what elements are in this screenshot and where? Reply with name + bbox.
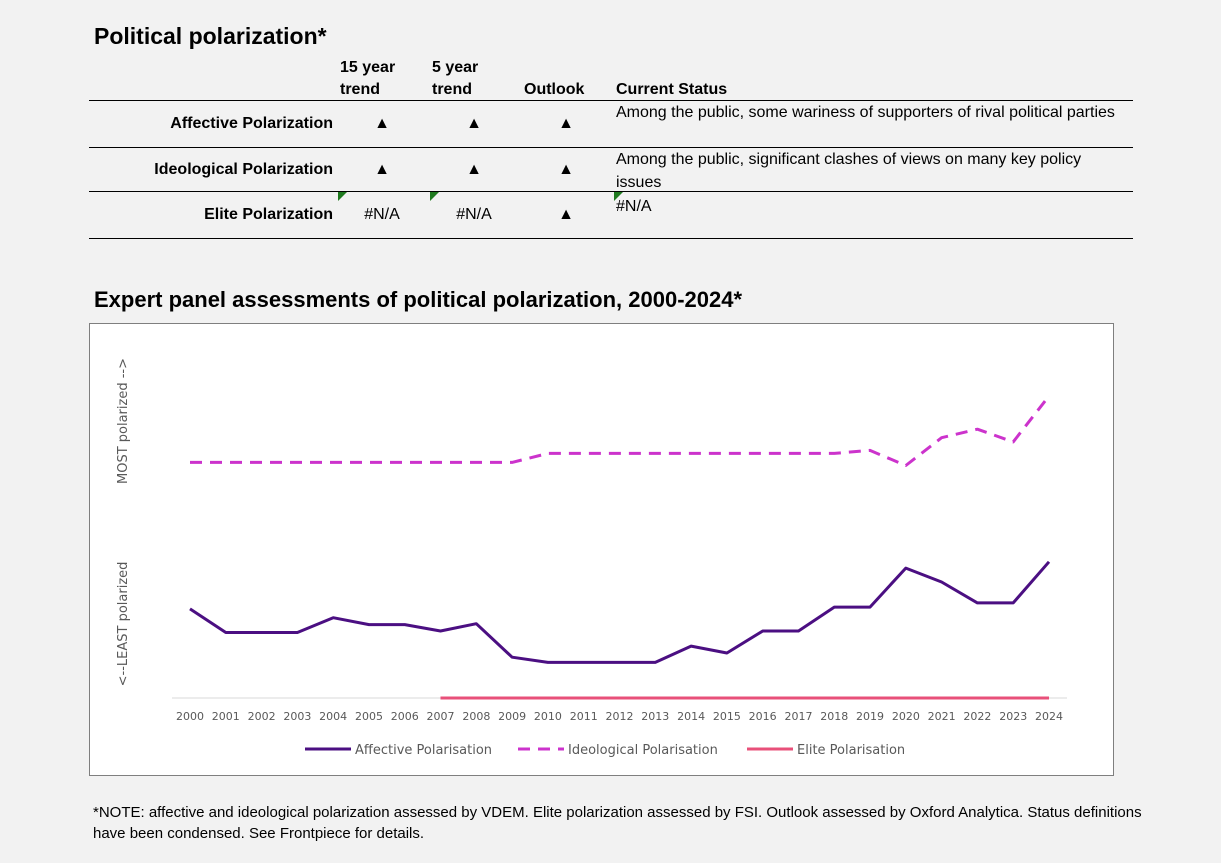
- elite-15-year-trend: #N/A: [364, 206, 400, 223]
- footnote: *NOTE: affective and ideological polariz…: [93, 804, 1142, 842]
- x-tick-label: 2003: [283, 710, 311, 723]
- ideological-15-year-trend: ▲: [374, 161, 390, 178]
- legend-label: Ideological Polarisation: [568, 743, 718, 758]
- x-tick-label: 2023: [999, 710, 1027, 723]
- x-tick-label: 2022: [963, 710, 991, 723]
- header-5-year-trend: 5 year trend: [432, 57, 478, 101]
- legend-label: Affective Polarisation: [355, 743, 492, 758]
- ideological-5-year-trend: ▲: [466, 161, 482, 178]
- x-tick-label: 2005: [355, 710, 383, 723]
- line-chart: MOST polarized --> <--LEAST polarized 200…: [116, 358, 1067, 758]
- header-5-year-line1: 5 year: [432, 59, 479, 76]
- ideological-status: Among the public, significant clashes of…: [616, 151, 1082, 191]
- x-tick-label: 2009: [498, 710, 526, 723]
- x-tick-label: 2024: [1035, 710, 1063, 723]
- x-tick-label: 2012: [606, 710, 634, 723]
- x-tick-label: 2007: [427, 710, 455, 723]
- elite-outlook: ▲: [558, 206, 574, 223]
- row-label-elite: Elite Polarization: [204, 206, 333, 223]
- x-tick-label: 2017: [784, 710, 812, 723]
- x-tick-label: 2002: [248, 710, 276, 723]
- x-tick-label: 2000: [176, 710, 204, 723]
- header-outlook: Outlook: [524, 81, 585, 98]
- chart-title: Expert panel assessments of political po…: [94, 287, 743, 312]
- header-current-status: Current Status: [616, 81, 728, 98]
- x-tick-label: 2018: [820, 710, 848, 723]
- error-flag-icon: [430, 192, 439, 201]
- row-label-ideological: Ideological Polarization: [154, 161, 333, 178]
- header-15-year-line1: 15 year: [340, 59, 396, 76]
- page-title: Political polarization*: [94, 23, 327, 49]
- elite-status: #N/A: [616, 198, 652, 215]
- affective-5-year-trend: ▲: [466, 115, 482, 132]
- affective-outlook: ▲: [558, 115, 574, 132]
- header-5-year-line2: trend: [432, 81, 472, 98]
- header-15-year-line2: trend: [340, 81, 380, 98]
- table-divider: [89, 191, 1133, 192]
- x-tick-label: 2013: [641, 710, 669, 723]
- x-tick-label: 2019: [856, 710, 884, 723]
- x-tick-label: 2020: [892, 710, 920, 723]
- chart-area: MOST polarized --> <--LEAST polarized 200…: [89, 323, 1114, 776]
- x-tick-label: 2001: [212, 710, 240, 723]
- x-tick-label: 2021: [928, 710, 956, 723]
- y-axis-label-most: MOST polarized -->: [116, 358, 131, 484]
- legend-label: Elite Polarisation: [797, 743, 905, 758]
- table-divider: [89, 238, 1133, 239]
- row-label-affective: Affective Polarization: [170, 115, 333, 132]
- ideological-outlook: ▲: [558, 161, 574, 178]
- x-tick-label: 2006: [391, 710, 419, 723]
- table-divider: [89, 100, 1133, 101]
- affective-15-year-trend: ▲: [374, 115, 390, 132]
- x-tick-label: 2004: [319, 710, 347, 723]
- affective-status: Among the public, some wariness of suppo…: [616, 104, 1115, 121]
- table-divider: [89, 147, 1133, 148]
- x-tick-label: 2016: [749, 710, 777, 723]
- x-tick-label: 2011: [570, 710, 598, 723]
- x-tick-label: 2014: [677, 710, 705, 723]
- x-tick-label: 2015: [713, 710, 741, 723]
- x-tick-label: 2008: [462, 710, 490, 723]
- error-flag-icon: [338, 192, 347, 201]
- error-flag-icon: [614, 192, 623, 201]
- y-axis-label-least: <--LEAST polarized: [116, 562, 131, 687]
- header-15-year-trend: 15 year trend: [340, 57, 395, 101]
- x-tick-label: 2010: [534, 710, 562, 723]
- series-line-affective-polarisation: [189, 560, 1051, 664]
- series-line-ideological-polarisation: [190, 395, 1051, 467]
- elite-5-year-trend: #N/A: [456, 206, 492, 223]
